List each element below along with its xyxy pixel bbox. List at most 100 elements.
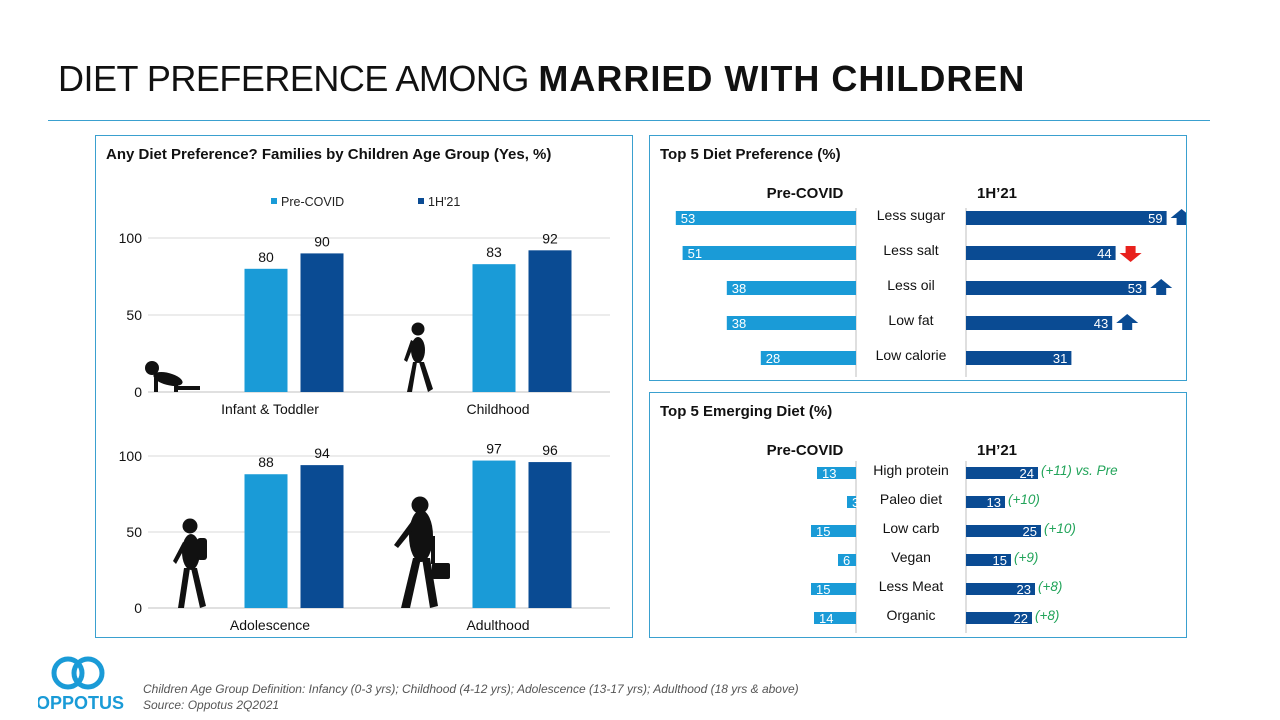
category-label: Paleo diet	[880, 491, 942, 507]
bar-value-label: 38	[732, 281, 746, 296]
diet-preference-panel: Top 5 Diet Preference (%) Pre-COVID 1H’21…	[649, 135, 1187, 381]
delta-annotation: (+8)	[1035, 608, 1059, 623]
bar-value-label: 80	[258, 249, 274, 265]
bar-1h21	[966, 351, 1072, 365]
bar-pre-covid	[675, 211, 856, 225]
bar-value-label: 31	[1053, 351, 1067, 366]
page-title-regular: DIET PREFERENCE AMONG	[58, 58, 539, 99]
y-tick-label: 0	[134, 600, 142, 616]
bar-value-label: 38	[732, 316, 746, 331]
bar-1h21	[966, 612, 1032, 624]
delta-annotation: (+11) vs. Pre	[1041, 463, 1118, 478]
emerging-diet-panel-title: Top 5 Emerging Diet (%)	[660, 403, 833, 420]
title-divider	[48, 120, 1210, 121]
bar-value-label: 43	[1094, 316, 1108, 331]
x-category-label: Infant & Toddler	[221, 401, 319, 417]
bar-1h21	[966, 211, 1167, 225]
bar-value-label: 92	[542, 230, 558, 246]
x-category-label: Adulthood	[466, 617, 529, 633]
bar-value-label: 14	[819, 611, 833, 626]
bar-value-label: 23	[1017, 582, 1031, 597]
category-label: Less salt	[883, 242, 938, 258]
right-column-header: 1H’21	[977, 442, 1017, 459]
category-label: Less Meat	[879, 578, 944, 594]
bar-pre-covid	[817, 467, 856, 479]
bar-value-label: 13	[822, 466, 836, 481]
bar-pre-covid	[760, 351, 856, 365]
bar-value-label: 97	[486, 441, 502, 457]
bar-value-label: 94	[314, 445, 330, 461]
bar-pre-covid	[726, 316, 856, 330]
bar-value-label: 28	[766, 351, 780, 366]
teen-with-backpack-icon	[173, 518, 207, 608]
diet-preference-panel-title: Top 5 Diet Preference (%)	[660, 146, 841, 163]
legend-label-pre-covid: Pre-COVID	[281, 195, 344, 209]
legend-label-1h21: 1H'21	[428, 195, 460, 209]
bar-1h21	[966, 246, 1116, 260]
left-column-header: Pre-COVID	[767, 442, 844, 459]
delta-annotation: (+9)	[1014, 550, 1038, 565]
age-group-chart: Pre-COVID 1H'21 0 50 100 80 90 Infant & Toddler…	[119, 195, 610, 633]
bar-pre-covid	[847, 496, 856, 508]
bar-pre-covid	[811, 583, 856, 595]
bar-1h21	[966, 554, 1011, 566]
bar-value-label: 22	[1014, 611, 1028, 626]
bar-value-label: 44	[1097, 246, 1111, 261]
bar-value-label: 24	[1020, 466, 1034, 481]
bar-pre-covid	[811, 525, 856, 537]
oppotus-logo-icon: OPPOTUS	[36, 656, 124, 713]
category-label: Organic	[886, 607, 935, 623]
age-group-panel-title: Any Diet Preference? Families by Childre…	[106, 146, 552, 163]
category-label: Low fat	[888, 312, 933, 328]
page-title: DIET PREFERENCE AMONG MARRIED WITH CHILD…	[58, 58, 1025, 100]
bar-1h21	[966, 316, 1113, 330]
bar-value-label: 15	[816, 582, 830, 597]
category-label: Less sugar	[877, 207, 946, 223]
bar-pre-covid	[726, 281, 856, 295]
category-label: Less oil	[887, 277, 934, 293]
page-title-bold: MARRIED WITH CHILDREN	[538, 58, 1026, 99]
bar-pre-covid	[244, 474, 288, 608]
bar-1h21	[966, 583, 1035, 595]
bar-1h21	[300, 253, 344, 392]
bar-value-label: 15	[816, 524, 830, 539]
bar-1h21	[966, 281, 1147, 295]
crawling-baby-icon	[145, 361, 200, 392]
x-category-label: Adolescence	[230, 617, 310, 633]
bar-pre-covid	[682, 246, 856, 260]
bar-value-label: 15	[993, 553, 1007, 568]
delta-annotation: (+10)	[1044, 521, 1076, 536]
y-tick-label: 50	[126, 307, 142, 323]
bar-value-label: 96	[542, 442, 558, 458]
category-label: Vegan	[891, 549, 931, 565]
bar-value-label: 3	[852, 495, 859, 510]
bar-value-label: 51	[688, 246, 702, 261]
right-column-header: 1H’21	[977, 185, 1017, 202]
category-label: Low carb	[883, 520, 940, 536]
emerging-diet-panel: Top 5 Emerging Diet (%) Pre-COVID 1H’21 13…	[649, 392, 1187, 638]
bar-1h21	[966, 525, 1041, 537]
oppotus-logo: OPPOTUS	[36, 655, 128, 718]
bar-value-label: 59	[1148, 211, 1162, 226]
x-category-label: Childhood	[466, 401, 529, 417]
bar-pre-covid	[472, 460, 516, 608]
delta-annotation: (+10)	[1008, 492, 1040, 507]
child-silhouette-icon	[404, 322, 433, 392]
trend-down-arrow-icon	[1119, 246, 1142, 262]
y-tick-label: 100	[119, 448, 143, 464]
bar-value-label: 88	[258, 454, 274, 470]
legend-swatch-pre-covid	[271, 198, 277, 204]
oppotus-logo-text: OPPOTUS	[38, 693, 124, 713]
y-tick-label: 0	[134, 384, 142, 400]
bar-pre-covid	[472, 264, 516, 392]
bar-pre-covid	[244, 268, 288, 392]
left-column-header: Pre-COVID	[767, 185, 844, 202]
bar-value-label: 53	[681, 211, 695, 226]
y-tick-label: 100	[119, 230, 143, 246]
bar-value-label: 13	[987, 495, 1001, 510]
trend-up-arrow-icon	[1116, 314, 1139, 330]
y-tick-label: 50	[126, 524, 142, 540]
bar-value-label: 90	[314, 233, 330, 249]
bar-1h21	[528, 462, 572, 608]
age-group-panel: Any Diet Preference? Families by Childre…	[95, 135, 633, 638]
